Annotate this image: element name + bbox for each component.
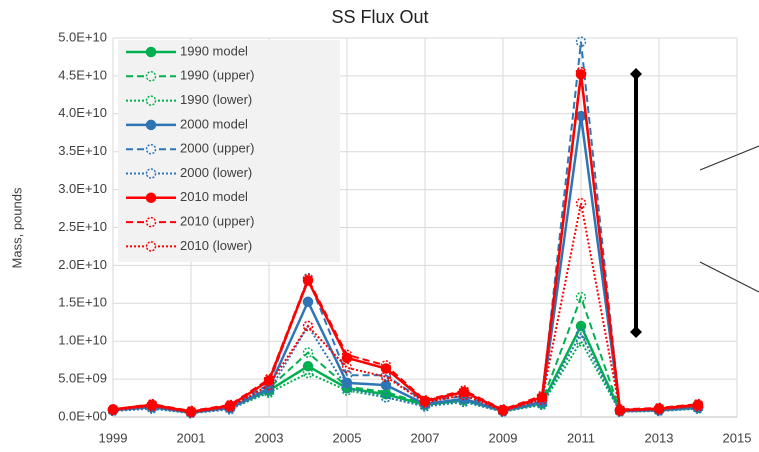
chart-title: SS Flux Out — [331, 7, 428, 27]
y-tick-label: 5.0E+10 — [58, 29, 107, 44]
legend-label: 2010 model — [180, 189, 248, 204]
legend-marker — [145, 192, 157, 204]
marker — [692, 401, 704, 412]
marker — [575, 335, 587, 347]
marker — [692, 403, 704, 414]
y-tick-label: 3.0E+10 — [58, 181, 107, 196]
legend-label: 1990 (upper) — [180, 68, 254, 83]
marker — [536, 390, 548, 402]
marker — [107, 404, 119, 416]
marker — [224, 401, 236, 413]
marker — [380, 386, 392, 398]
legend-label: 1990 model — [180, 43, 248, 58]
marker — [653, 404, 665, 415]
marker — [497, 405, 509, 417]
legend-label: 2010 (lower) — [180, 238, 252, 253]
marker — [380, 392, 392, 403]
legend-label: 2000 (upper) — [180, 141, 254, 156]
marker — [575, 328, 587, 339]
series-line — [112, 71, 699, 412]
marker — [302, 367, 314, 379]
marker — [536, 394, 548, 405]
marker — [575, 291, 587, 303]
legend-label: 2010 (upper) — [180, 214, 254, 229]
marker — [536, 398, 548, 410]
legend-marker — [145, 241, 157, 252]
x-tick-label: 2001 — [177, 430, 206, 445]
marker — [575, 110, 587, 122]
legend-label: 2000 model — [180, 116, 248, 131]
series-line — [112, 115, 699, 414]
marker — [419, 401, 431, 412]
marker — [146, 403, 158, 414]
marker — [614, 405, 626, 417]
marker — [341, 385, 353, 396]
legend-marker — [145, 216, 157, 228]
y-tick-label: 2.5E+10 — [58, 219, 107, 234]
marker — [302, 273, 314, 285]
x-tick-label: 2013 — [645, 430, 674, 445]
y-tick-label: 4.5E+10 — [58, 67, 107, 82]
range-arrow — [630, 68, 642, 338]
x-tick-label: 2011 — [567, 430, 595, 445]
x-tick-label: 2003 — [255, 430, 284, 445]
marker — [458, 385, 470, 396]
legend-marker — [145, 95, 157, 106]
zoom-line — [699, 261, 759, 293]
legend-marker — [145, 46, 157, 58]
series-line — [112, 339, 699, 415]
x-tick-label: 2005 — [333, 430, 362, 445]
legend-marker — [145, 168, 157, 179]
marker — [575, 36, 587, 48]
marker — [575, 197, 587, 209]
marker — [380, 371, 392, 383]
marker — [458, 396, 470, 408]
marker — [302, 320, 314, 332]
y-tick-label: 3.5E+10 — [58, 143, 107, 158]
series-line — [112, 294, 699, 414]
marker — [224, 404, 236, 415]
y-tick-label: 2.0E+10 — [58, 257, 107, 272]
marker — [341, 382, 353, 394]
x-tick-label: 2009 — [489, 430, 518, 445]
legend-marker — [145, 119, 157, 131]
y-tick-label: 0.0E+00 — [58, 408, 107, 423]
y-tick-label: 1.5E+10 — [58, 295, 107, 310]
y-tick-label: 4.0E+10 — [58, 105, 107, 120]
marker — [341, 349, 353, 361]
y-tick-label: 5.0E+09 — [58, 371, 107, 386]
marker — [263, 379, 275, 391]
x-tick-label: 2007 — [411, 430, 440, 445]
legend: 1990 model 1990 (upper) 1990 (lower) 2000 m… — [126, 43, 254, 253]
marker — [380, 379, 392, 391]
marker — [341, 370, 353, 381]
series-line — [112, 203, 699, 414]
series-line — [112, 324, 699, 415]
marker — [302, 347, 314, 358]
y-axis-label: Mass, pounds — [9, 187, 24, 268]
marker — [263, 385, 275, 397]
marker — [263, 373, 275, 385]
y-tick-label: 1.0E+10 — [58, 333, 107, 348]
legend-label: 2000 (lower) — [180, 165, 252, 180]
marker — [458, 389, 470, 401]
zoom-line — [699, 145, 759, 171]
marker — [575, 66, 587, 78]
marker — [302, 296, 314, 308]
legend-marker — [145, 71, 157, 82]
marker — [380, 360, 392, 371]
x-tick-label: 2015 — [723, 430, 752, 445]
marker — [185, 407, 197, 418]
marker — [146, 401, 158, 412]
lines — [107, 36, 704, 419]
marker — [575, 320, 587, 332]
marker — [419, 397, 431, 408]
x-tick-label: 1999 — [99, 430, 128, 445]
legend-marker — [145, 143, 157, 155]
legend-label: 1990 (lower) — [180, 92, 252, 107]
marker — [341, 362, 353, 373]
